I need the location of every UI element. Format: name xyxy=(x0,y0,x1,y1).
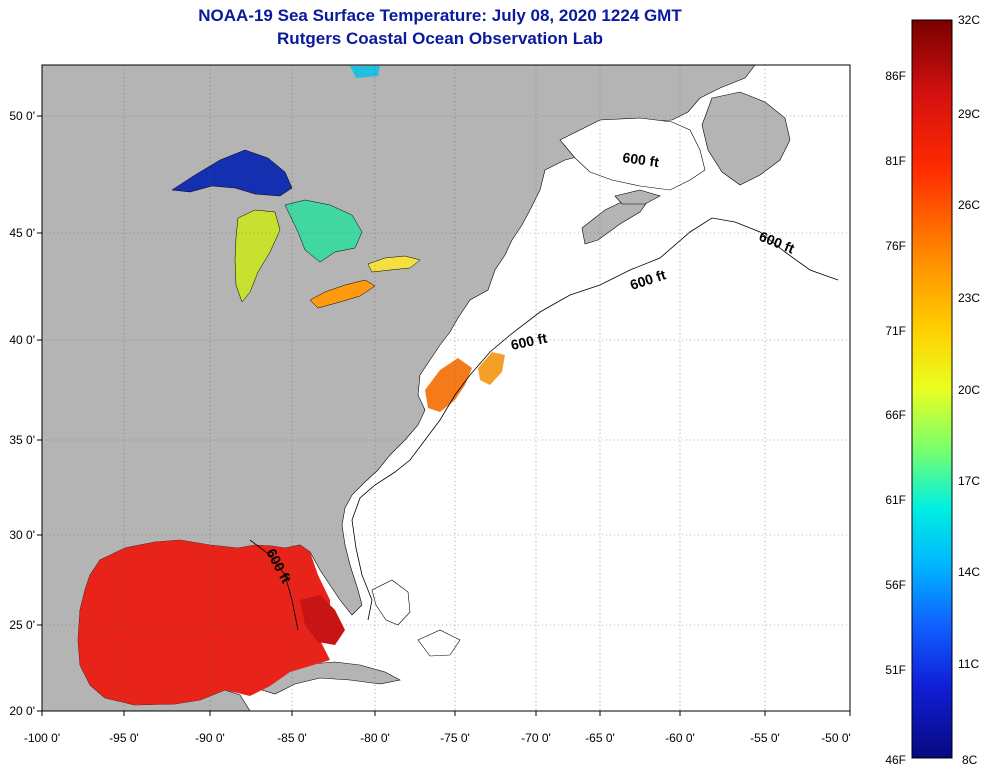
gulf-sst-fringe xyxy=(300,595,345,645)
colorbar-celsius-label: 29C xyxy=(958,107,980,121)
lake-ontario xyxy=(367,255,421,273)
x-tick-label: -90 0' xyxy=(195,731,225,745)
contour-label-1: 600 ft xyxy=(622,149,661,170)
x-axis: -100 0' -95 0' -90 0' -85 0' -80 0' -75 … xyxy=(24,711,851,745)
newfoundland xyxy=(701,91,791,186)
colorbar-celsius-label: 26C xyxy=(958,198,980,212)
y-tick-label: 20 0' xyxy=(9,704,35,718)
x-tick-label: -55 0' xyxy=(750,731,780,745)
x-tick-label: -65 0' xyxy=(585,731,615,745)
colorbar-celsius-label: 20C xyxy=(958,383,980,397)
offshore-sst xyxy=(478,352,505,385)
colorbar-fahrenheit-label: 71F xyxy=(885,324,906,338)
hudson-bay-patch xyxy=(350,66,380,78)
pei xyxy=(614,189,661,205)
colorbar-gradient xyxy=(911,19,953,759)
map-subtitle: Rutgers Coastal Ocean Observation Lab xyxy=(277,29,603,48)
lake-huron xyxy=(284,199,363,263)
x-tick-label: -100 0' xyxy=(24,731,60,745)
colorbar-fahrenheit-label: 61F xyxy=(885,493,906,507)
colorbar-fahrenheit-label: 66F xyxy=(885,408,906,422)
colorbar-celsius-label: 32C xyxy=(958,13,980,27)
contour-label-4: 600 ft xyxy=(509,330,548,353)
colorbar-celsius-label: 8C xyxy=(962,753,978,767)
colorbar-fahrenheit-label: 86F xyxy=(885,69,906,83)
lake-superior xyxy=(171,149,293,197)
x-tick-label: -85 0' xyxy=(277,731,307,745)
y-tick-label: 45 0' xyxy=(9,226,35,240)
y-tick-label: 25 0' xyxy=(9,618,35,632)
x-tick-label: -50 0' xyxy=(821,731,851,745)
y-tick-label: 35 0' xyxy=(9,433,35,447)
x-tick-label: -80 0' xyxy=(360,731,390,745)
colorbar-celsius-label: 11C xyxy=(958,657,979,671)
x-tick-label: -70 0' xyxy=(521,731,551,745)
map-frame xyxy=(41,64,851,712)
contour-gulf xyxy=(249,539,299,631)
map-title: NOAA-19 Sea Surface Temperature: July 08… xyxy=(198,6,682,25)
grid xyxy=(42,65,850,711)
colorbar-fahrenheit-label: 76F xyxy=(885,239,906,253)
gulf-st-lawrence xyxy=(559,117,706,191)
gulf-of-mexico-sst xyxy=(78,540,330,705)
colorbar-celsius-label: 23C xyxy=(958,291,980,305)
colorbar-fahrenheit-label: 56F xyxy=(885,578,906,592)
colorbar-fahrenheit-label: 51F xyxy=(885,663,906,677)
colorbar-fahrenheit-label: 46F xyxy=(885,753,906,767)
x-tick-label: -75 0' xyxy=(440,731,470,745)
colorbar: 32C 29C 26C 23C 20C 17C 14C 11C 8C 86F 8… xyxy=(885,13,980,767)
contour-600ft xyxy=(351,217,839,621)
y-tick-label: 50 0' xyxy=(9,109,35,123)
y-tick-label: 40 0' xyxy=(9,333,35,347)
bahamas xyxy=(371,579,461,657)
mid-atlantic-sst xyxy=(425,358,472,412)
colorbar-celsius-label: 17C xyxy=(958,474,980,488)
colorbar-fahrenheit-label: 81F xyxy=(885,154,906,168)
nova-scotia xyxy=(581,197,651,245)
x-tick-label: -60 0' xyxy=(665,731,695,745)
colorbar-celsius-label: 14C xyxy=(958,565,980,579)
x-tick-label: -95 0' xyxy=(109,731,139,745)
y-tick-label: 30 0' xyxy=(9,528,35,542)
y-axis: 50 0' 45 0' 40 0' 35 0' 30 0' 25 0' 20 0… xyxy=(9,109,42,718)
